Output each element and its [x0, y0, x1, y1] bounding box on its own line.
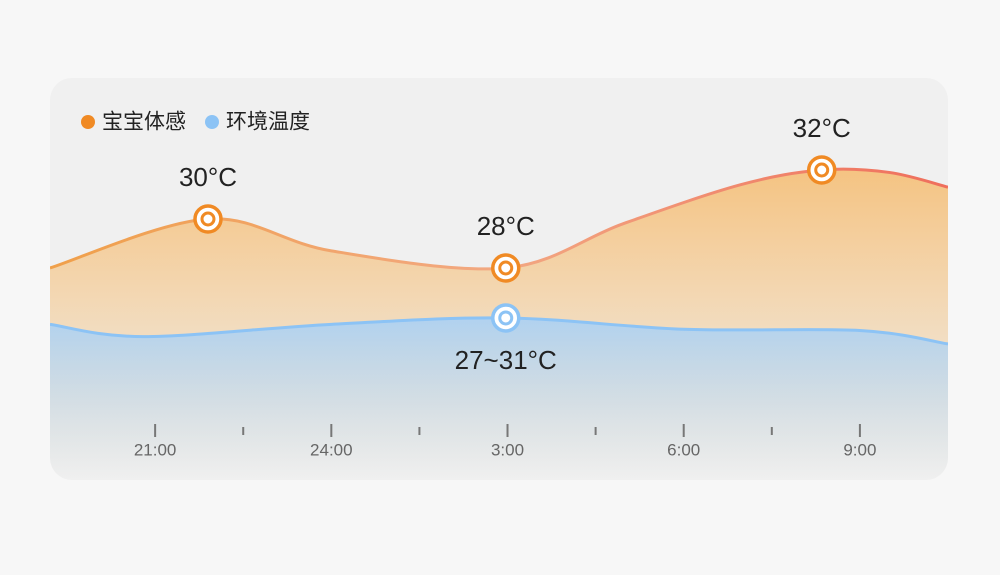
overlay: 21:00 24:00 3:00 6:00 9:00 30°C 28°C 32°C 27~31°…: [81, 111, 876, 459]
annotation-label: 27~31°C: [455, 345, 557, 375]
legend-label: 环境温度: [226, 111, 310, 134]
x-tick-label: 6:00: [667, 440, 700, 459]
legend-swatch: [205, 115, 219, 129]
legend-label: 宝宝体感: [102, 111, 186, 134]
point-marker-inner: [814, 162, 830, 178]
x-tick-label: 21:00: [134, 440, 177, 459]
x-tick-label: 9:00: [843, 440, 876, 459]
data-label: 32°C: [793, 113, 851, 143]
data-label: 28°C: [477, 211, 535, 241]
x-tick-label: 3:00: [491, 440, 524, 459]
point-marker-inner: [498, 260, 514, 276]
series-area: [50, 317, 948, 480]
point-marker-inner: [200, 211, 216, 227]
x-tick-label: 24:00: [310, 440, 353, 459]
legend-swatch: [81, 115, 95, 129]
data-label: 30°C: [179, 162, 237, 192]
series-line: [50, 167, 948, 271]
point-marker-inner: [498, 310, 514, 326]
